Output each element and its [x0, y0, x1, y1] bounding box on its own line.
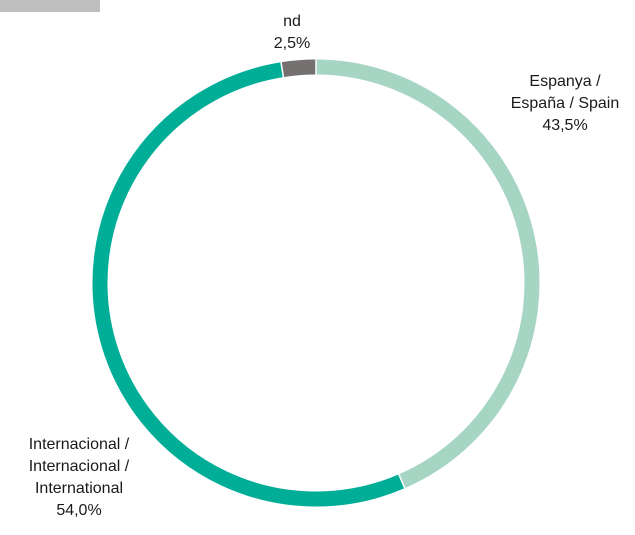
slice-label-international-line-2: Internacional / — [28, 458, 130, 475]
slice-separator-international — [397, 473, 406, 490]
donut-slice-nd — [281, 59, 317, 78]
slice-value-nd: 2,5% — [273, 35, 311, 52]
slice-label-nd: nd 2,5% — [252, 11, 332, 55]
slice-label-nd-line-1: nd — [283, 13, 301, 30]
slice-label-spain-line-1: Espanya / — [529, 73, 601, 90]
corner-tab — [0, 0, 100, 12]
slice-label-spain-line-2: España / Spain — [510, 95, 620, 112]
slice-label-international-line-3: International — [34, 480, 124, 497]
donut-slice-international — [92, 62, 405, 507]
slice-label-international: Internacional / Internacional / Internat… — [5, 434, 153, 522]
donut-slices — [92, 58, 540, 507]
slice-label-international-line-1: Internacional / — [28, 436, 130, 453]
donut-slice-spain — [315, 59, 540, 489]
slice-label-spain: Espanya / España / Spain 43,5% — [490, 71, 635, 137]
slice-value-international: 54,0% — [56, 502, 102, 519]
slice-value-spain: 43,5% — [542, 117, 588, 134]
slice-separator-nd — [280, 61, 285, 79]
